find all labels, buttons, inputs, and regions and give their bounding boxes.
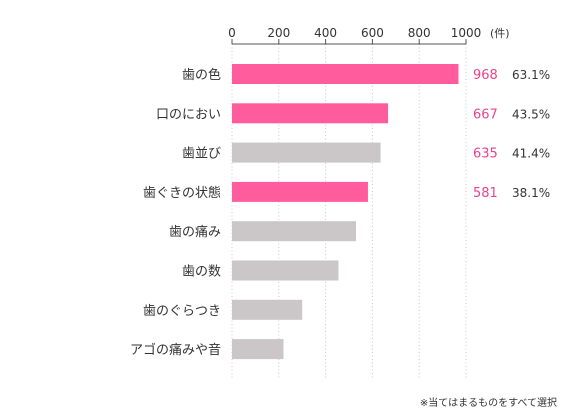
- bar: [232, 142, 381, 163]
- percent-label: 41.4%: [512, 147, 550, 161]
- bar: [232, 339, 284, 360]
- percent-label: 43.5%: [512, 107, 550, 121]
- value-label: 581: [473, 186, 498, 201]
- category-label: 歯の色: [182, 67, 221, 83]
- x-axis-unit: (件): [490, 27, 510, 40]
- category-label: 歯ぐきの状態: [143, 185, 221, 201]
- value-label: 968: [473, 68, 498, 83]
- value-label: 667: [473, 107, 498, 122]
- x-tick-label: 600: [361, 26, 384, 40]
- x-tick-label: 1000: [451, 26, 482, 40]
- category-label: アゴの痛みや音: [130, 342, 221, 358]
- category-label: 歯の痛み: [169, 224, 221, 240]
- x-tick-label: 800: [408, 26, 431, 40]
- bar: [232, 260, 339, 281]
- bar: [232, 64, 459, 84]
- percent-label: 38.1%: [512, 186, 550, 200]
- footnote: ※当てはまるものをすべて選択: [419, 398, 557, 409]
- x-tick-label: 0: [228, 26, 236, 40]
- category-label: 歯のぐらつき: [143, 304, 221, 319]
- bars: [232, 64, 459, 360]
- bar: [232, 103, 389, 124]
- bar: [232, 299, 303, 320]
- bar: [232, 181, 368, 202]
- category-label: 歯並び: [182, 147, 221, 162]
- grid-lines: [231, 44, 467, 380]
- bar: [232, 221, 357, 242]
- value-labels: 968 63.1% 667 43.5% 635 41.4% 581 38.1%: [473, 68, 550, 201]
- value-label: 635: [473, 147, 498, 162]
- x-axis: 0 200 400 600 800 1000 (件): [228, 26, 510, 45]
- x-tick-label: 200: [267, 26, 290, 40]
- category-label: 歯の数: [182, 265, 221, 280]
- x-tick-label: 400: [314, 26, 337, 40]
- percent-label: 63.1%: [512, 68, 550, 82]
- category-label: 口のにおい: [156, 107, 221, 122]
